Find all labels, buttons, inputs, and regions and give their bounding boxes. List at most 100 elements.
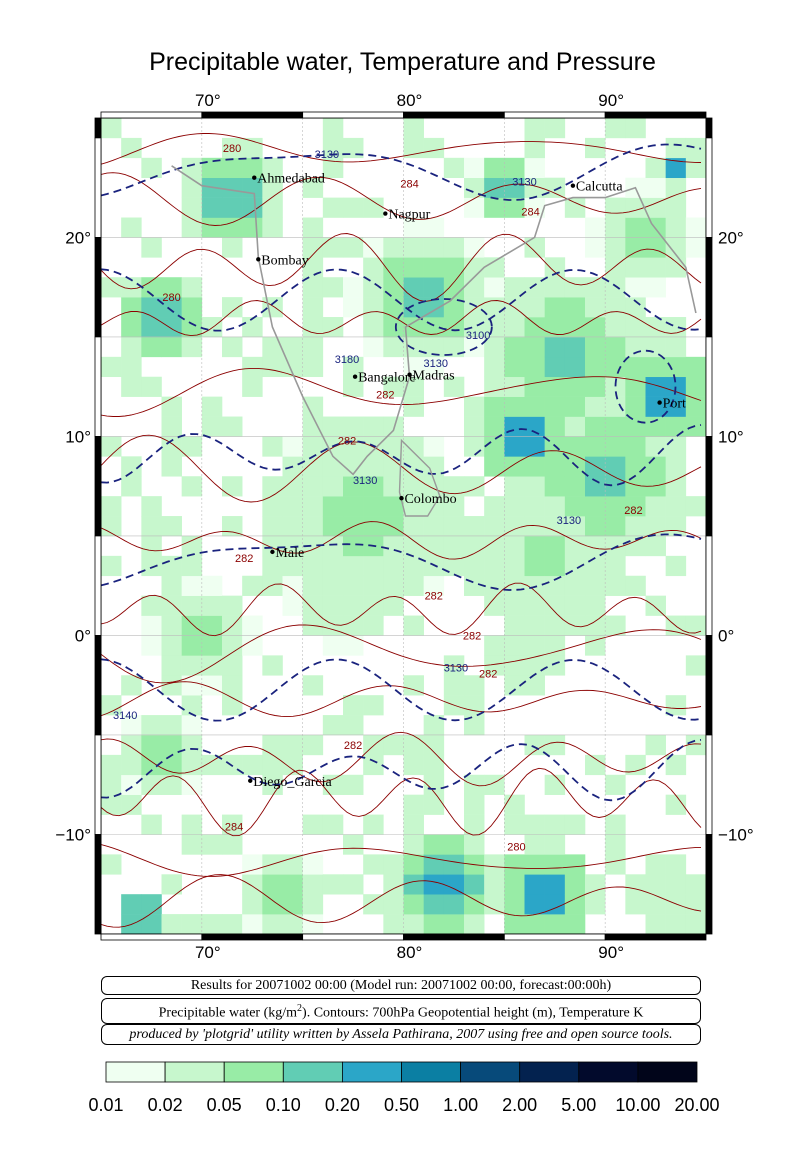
- grid-cell: [302, 416, 324, 437]
- grid-cell: [524, 277, 545, 298]
- temperature-contour: [101, 133, 702, 165]
- grid-cell: [665, 217, 687, 238]
- grid-cell: [504, 555, 525, 577]
- grid-cell: [665, 754, 687, 776]
- grid-cell: [343, 555, 364, 577]
- lat-tick-label: 0°: [75, 626, 91, 645]
- grid-cell: [564, 595, 586, 616]
- city-label: Ahmedabad: [257, 172, 325, 187]
- grid-cell: [544, 535, 566, 557]
- grid-cell: [524, 476, 545, 497]
- grid-cell: [363, 297, 384, 318]
- grid-cell: [161, 516, 182, 537]
- grid-cell: [665, 436, 687, 457]
- grid-cell: [423, 874, 445, 895]
- contour-label: 282: [235, 553, 253, 565]
- grid-cell: [564, 814, 586, 835]
- contour-label: 282: [338, 435, 356, 447]
- grid-cell: [302, 277, 324, 298]
- grid-cell: [524, 914, 545, 934]
- grid-cell: [443, 237, 465, 258]
- grid-cell: [383, 874, 404, 895]
- grid-cell: [504, 396, 525, 417]
- grid-cell: [181, 655, 203, 676]
- grid-cell: [443, 157, 465, 179]
- lat-tick-label: 0°: [718, 626, 734, 645]
- grid-cell: [181, 635, 203, 656]
- grid-cell: [645, 157, 666, 179]
- grid-cell: [504, 794, 525, 815]
- grid-cell: [585, 575, 606, 596]
- grid-cell: [363, 496, 384, 517]
- grid-cell: [605, 237, 626, 258]
- city-label: Bangalore: [358, 371, 416, 386]
- grid-cell: [524, 615, 545, 636]
- colorbar-label: 0.05: [206, 1095, 242, 1115]
- grid-cell: [443, 496, 465, 517]
- grid-cell: [504, 476, 525, 497]
- grid-cell: [484, 894, 505, 915]
- grid-cell: [685, 496, 706, 517]
- grid-cell: [383, 496, 404, 517]
- grid-cell: [665, 157, 687, 179]
- grid-cell: [544, 177, 566, 198]
- grid-cell: [464, 237, 485, 258]
- grid-cell: [564, 436, 586, 457]
- grid-cell: [363, 854, 384, 875]
- grid-cell: [504, 655, 525, 676]
- grid-cell: [383, 277, 404, 298]
- grid-cell: [101, 854, 122, 875]
- grid-cell: [665, 396, 687, 417]
- grid-cell: [484, 197, 505, 218]
- grid-cell: [605, 854, 626, 875]
- grid-cell: [625, 575, 646, 596]
- grid-cell: [181, 575, 203, 596]
- grid-cell: [282, 874, 303, 895]
- grid-cell: [141, 297, 162, 318]
- grid-cell: [141, 914, 162, 934]
- grid-cell: [101, 356, 122, 378]
- grid-cell: [141, 814, 162, 835]
- grid-cell: [363, 197, 384, 218]
- grid-cell: [605, 297, 626, 318]
- grid-cell: [443, 476, 465, 497]
- grid-cell: [423, 734, 445, 756]
- lat-tick-label: −10°: [718, 825, 754, 844]
- grid-cell: [262, 914, 283, 934]
- grid-cell: [605, 336, 626, 358]
- grid-cell: [201, 396, 223, 417]
- frame-band: [705, 734, 713, 835]
- temperature-contour: [101, 681, 702, 718]
- grid-cell: [222, 157, 243, 179]
- grid-cell: [141, 595, 162, 616]
- grid-cell: [262, 516, 283, 537]
- grid-cell: [403, 118, 424, 139]
- grid-cell: [201, 217, 223, 238]
- grid-cell: [544, 396, 566, 417]
- grid-cell: [443, 834, 465, 855]
- contour-label: 3130: [353, 475, 377, 487]
- grid-cell: [585, 615, 606, 636]
- grid-cell: [322, 615, 344, 636]
- grid-cell: [605, 356, 626, 378]
- grid-cell: [544, 575, 566, 596]
- frame-band: [705, 635, 713, 736]
- grid-cell: [484, 595, 505, 616]
- grid-cell: [625, 476, 646, 497]
- grid-cell: [524, 237, 545, 258]
- grid-cell: [403, 555, 424, 577]
- grid-cell: [161, 774, 182, 795]
- grid-cell: [262, 754, 283, 776]
- city-label: Male: [275, 546, 304, 561]
- grid-cell: [343, 277, 364, 298]
- frame-band: [302, 933, 404, 941]
- grid-cell: [383, 436, 404, 457]
- city-marker-icon: [352, 374, 358, 379]
- grid-cell: [625, 376, 646, 397]
- grid-cell: [585, 456, 606, 477]
- frame-band: [604, 933, 707, 941]
- grid-cell: [121, 754, 142, 776]
- grid-cell: [524, 595, 545, 616]
- grid-cell: [564, 356, 586, 378]
- grid-cell: [645, 516, 666, 537]
